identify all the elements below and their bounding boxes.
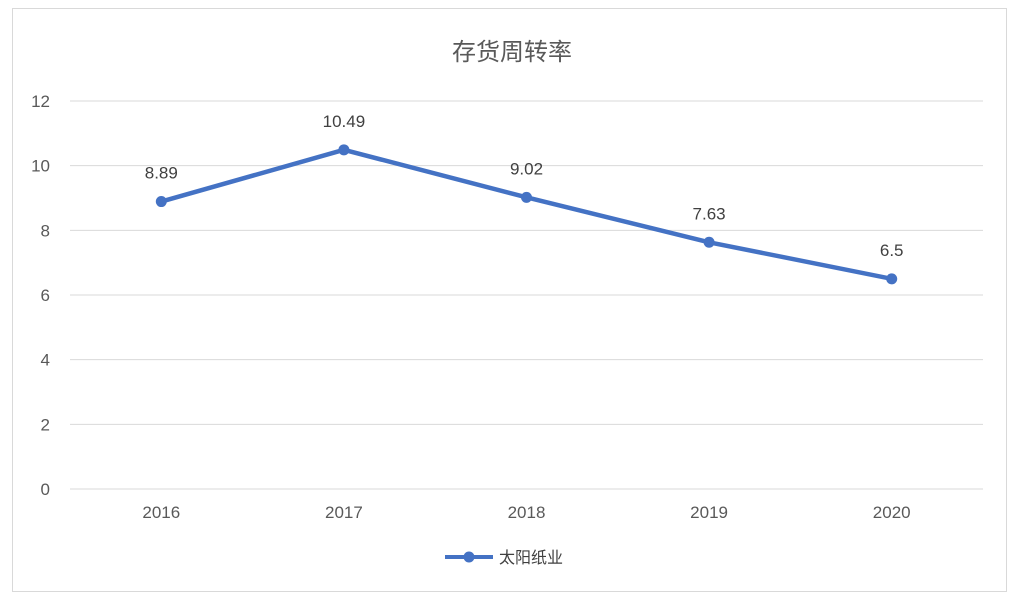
data-point [155,196,167,208]
legend-label: 太阳纸业 [499,548,563,567]
y-tick-label: 2 [41,415,50,434]
x-tick-label: 2020 [873,503,911,522]
y-tick-label: 12 [31,92,50,111]
x-tick-label: 2017 [325,503,363,522]
y-axis-ticks: 0 2 4 6 8 10 12 [31,92,50,499]
series-layer: 8.89 10.49 9.02 7.63 6.5 [145,112,904,285]
y-tick-label: 4 [41,351,50,370]
x-axis-ticks: 2016 2017 2018 2019 2020 [142,503,910,522]
legend: 太阳纸业 [445,548,563,567]
legend-swatch-marker [463,551,475,563]
data-point [886,273,898,285]
y-tick-label: 0 [41,480,50,499]
data-label: 9.02 [510,159,543,178]
data-point [521,191,532,203]
data-point [338,144,350,156]
y-tick-label: 8 [41,221,50,240]
chart-frame [12,8,1007,592]
data-label: 8.89 [145,164,178,183]
data-point [703,236,715,248]
data-label: 7.63 [693,204,726,223]
y-tick-label: 6 [41,286,50,305]
gridlines [70,100,983,490]
x-tick-label: 2018 [508,503,546,522]
x-tick-label: 2019 [690,503,728,522]
data-label: 10.49 [323,112,366,131]
data-label: 6.5 [880,241,904,260]
x-tick-label: 2016 [142,503,180,522]
chart-title: 存货周转率 [452,38,572,66]
y-tick-label: 10 [31,157,50,176]
